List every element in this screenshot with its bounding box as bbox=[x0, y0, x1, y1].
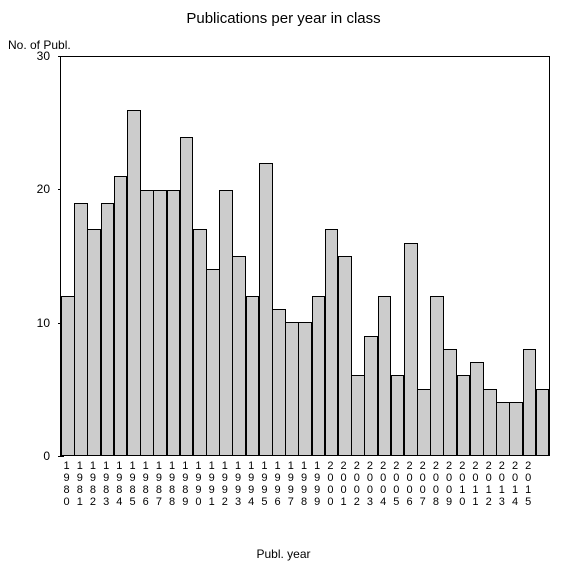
x-tick-label: 1988 bbox=[167, 460, 177, 508]
bar bbox=[391, 375, 405, 455]
x-tick-label: 2015 bbox=[523, 460, 533, 508]
x-tick-label: 1987 bbox=[154, 460, 164, 508]
y-tick-label: 0 bbox=[43, 449, 50, 463]
x-tick-label: 1990 bbox=[193, 460, 203, 508]
x-tick-label: 1983 bbox=[101, 460, 111, 508]
bar bbox=[232, 256, 246, 455]
bar bbox=[470, 362, 484, 455]
bar bbox=[298, 322, 312, 455]
x-tick-label: 1984 bbox=[114, 460, 124, 508]
chart-container: Publications per year in class No. of Pu… bbox=[0, 0, 567, 567]
bar bbox=[272, 309, 286, 455]
bar bbox=[325, 229, 339, 455]
x-tick-label: 2011 bbox=[470, 460, 480, 508]
bar bbox=[378, 296, 392, 455]
x-tick-label: 2012 bbox=[484, 460, 494, 508]
x-axis-ticks: 19801981198219831984 19851986198719881989… bbox=[60, 456, 550, 526]
plot-area bbox=[60, 56, 550, 456]
y-tick-label: 10 bbox=[37, 316, 50, 330]
x-tick-label: 2005 bbox=[391, 460, 401, 508]
bar bbox=[127, 110, 141, 455]
x-tick-label: 1996 bbox=[273, 460, 283, 508]
x-tick-label: 1981 bbox=[75, 460, 85, 508]
bar bbox=[114, 176, 128, 455]
x-tick-label: 1986 bbox=[141, 460, 151, 508]
bar bbox=[443, 349, 457, 455]
x-axis-label: Publ. year bbox=[0, 547, 567, 561]
bar bbox=[536, 389, 550, 455]
x-tick-label: 1985 bbox=[128, 460, 138, 508]
bar bbox=[509, 402, 523, 455]
bar bbox=[404, 243, 418, 455]
bar bbox=[153, 190, 167, 455]
x-tick-label: 2004 bbox=[378, 460, 388, 508]
y-axis-ticks: 0102030 bbox=[0, 56, 58, 456]
x-tick-label: 1993 bbox=[233, 460, 243, 508]
bar bbox=[417, 389, 431, 455]
bar bbox=[259, 163, 273, 455]
bar bbox=[246, 296, 260, 455]
x-tick-label: 1980 bbox=[62, 460, 72, 508]
x-tick-label: 2000 bbox=[325, 460, 335, 508]
bar bbox=[101, 203, 115, 455]
x-tick-label: 2010 bbox=[457, 460, 467, 508]
x-tick-label: 1998 bbox=[299, 460, 309, 508]
x-tick-label: 1982 bbox=[88, 460, 98, 508]
x-tick-label: 1992 bbox=[220, 460, 230, 508]
y-tick-label: 20 bbox=[37, 182, 50, 196]
x-tick-label: 2001 bbox=[339, 460, 349, 508]
x-tick-label: 2002 bbox=[352, 460, 362, 508]
bar bbox=[523, 349, 537, 455]
bar bbox=[496, 402, 510, 455]
x-tick-label: 1994 bbox=[246, 460, 256, 508]
bar bbox=[430, 296, 444, 455]
x-tick-label: 2003 bbox=[365, 460, 375, 508]
y-tick-label: 30 bbox=[37, 49, 50, 63]
bar bbox=[351, 375, 365, 455]
x-tick-label: 2008 bbox=[431, 460, 441, 508]
bar bbox=[338, 256, 352, 455]
chart-title: Publications per year in class bbox=[0, 10, 567, 27]
bar bbox=[193, 229, 207, 455]
x-tick-label: 2013 bbox=[497, 460, 507, 508]
x-tick-label: 1999 bbox=[312, 460, 322, 508]
bar bbox=[483, 389, 497, 455]
x-tick-label: 1995 bbox=[259, 460, 269, 508]
bar bbox=[364, 336, 378, 455]
x-tick-label: 1997 bbox=[286, 460, 296, 508]
bar bbox=[87, 229, 101, 455]
bar bbox=[206, 269, 220, 455]
bar bbox=[285, 322, 299, 455]
x-tick-label: 2007 bbox=[418, 460, 428, 508]
x-tick-label: 2009 bbox=[444, 460, 454, 508]
x-tick-label: 1989 bbox=[180, 460, 190, 508]
bar bbox=[457, 375, 471, 455]
bar bbox=[219, 190, 233, 455]
x-tick-label: 2014 bbox=[510, 460, 520, 508]
bar bbox=[312, 296, 326, 455]
bar bbox=[180, 137, 194, 455]
x-tick-label: 2006 bbox=[405, 460, 415, 508]
bar bbox=[61, 296, 75, 455]
bar bbox=[140, 190, 154, 455]
x-tick-label: 1991 bbox=[207, 460, 217, 508]
bar bbox=[74, 203, 88, 455]
bar bbox=[167, 190, 181, 455]
